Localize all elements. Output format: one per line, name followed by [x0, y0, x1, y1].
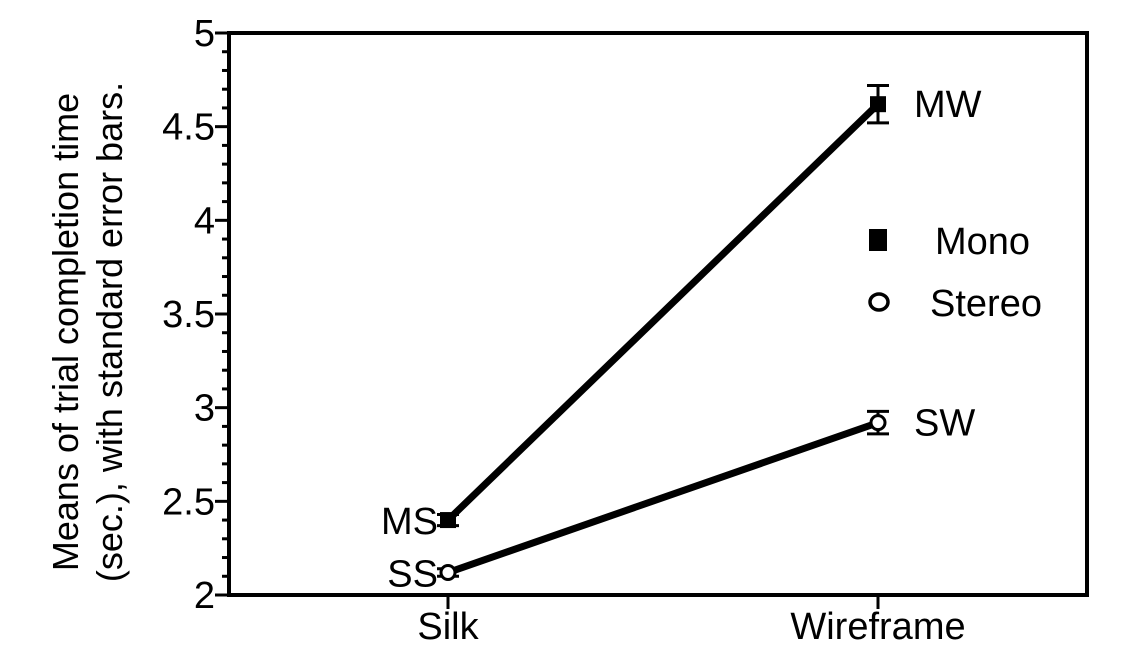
point-label: SS	[387, 554, 438, 596]
y-axis-title-line-2: (sec.), with standard error bars.	[89, 82, 130, 582]
point-label: MW	[914, 84, 982, 126]
y-tick-label: 4.5	[162, 107, 215, 149]
y-axis-ticks: 2 2.5 3 3.5 4 4.5 5	[162, 13, 229, 617]
mono-point	[870, 96, 886, 113]
legend-stereo-label: Stereo	[930, 283, 1042, 325]
y-tick-label: 4	[194, 200, 215, 242]
point-label: SW	[914, 403, 975, 445]
stereo-point	[869, 414, 887, 432]
point-label: MS	[381, 501, 438, 543]
y-tick-label: 3.5	[162, 294, 215, 336]
y-tick-label: 5	[194, 13, 215, 55]
series-layer: MS MW SS SW	[381, 83, 982, 596]
x-tick-label: Wireframe	[790, 606, 965, 648]
y-tick-label: 2	[194, 575, 215, 617]
y-axis-title-line-1: Means of trial completion time	[45, 93, 86, 571]
y-tick-label: 2.5	[162, 481, 215, 523]
y-tick-label: 3	[194, 388, 215, 430]
x-axis-ticks: Silk Wireframe	[417, 595, 966, 648]
x-tick-label: Silk	[417, 606, 479, 648]
mono-point	[440, 512, 456, 529]
stereo-series-line	[444, 419, 882, 577]
legend-mono-label: Mono	[935, 221, 1030, 263]
legend: Mono Stereo	[868, 221, 1042, 325]
legend-mono-marker	[869, 229, 887, 251]
mono-series-line	[444, 100, 882, 524]
stereo-point	[439, 564, 457, 582]
legend-stereo-marker	[868, 292, 890, 312]
